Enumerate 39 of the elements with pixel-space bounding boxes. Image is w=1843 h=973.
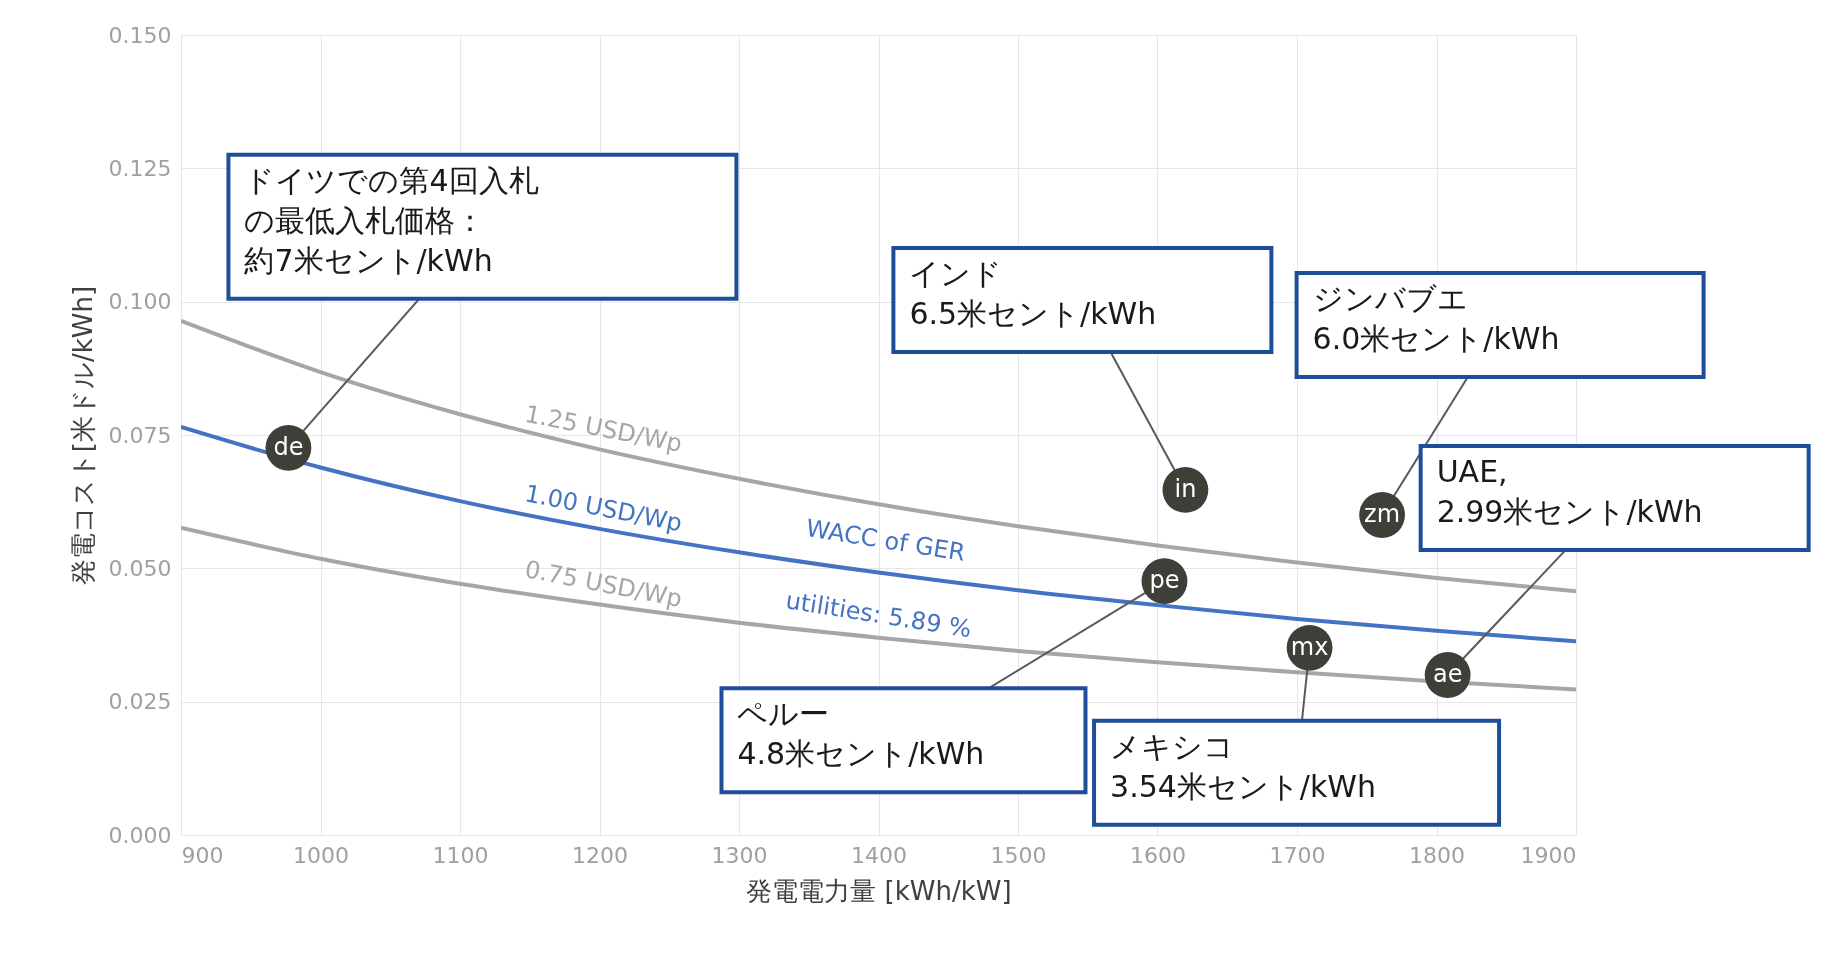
y-tick-label: 0.000 — [108, 822, 172, 848]
y-tick-label: 0.075 — [108, 422, 172, 448]
data-label: zm — [1364, 500, 1401, 528]
data-label: de — [273, 432, 304, 461]
annotation: ドイツでの第4回入札 — [244, 162, 539, 198]
annotation: の最低入札価格： — [244, 202, 486, 238]
data-label: ae — [1432, 660, 1463, 688]
x-tick-label: 1000 — [293, 842, 349, 868]
y-tick-label: 0.050 — [108, 555, 172, 581]
y-tick-label: 0.125 — [108, 155, 172, 181]
data-label: mx — [1290, 632, 1329, 661]
annotation: 約7米セント/kWh — [244, 242, 493, 278]
x-tick-label: 1700 — [1269, 842, 1326, 868]
x-tick-label: 1300 — [711, 842, 768, 868]
x-tick-label: 1600 — [1130, 842, 1186, 868]
annotation: ジンバブエ 6.0米セント/kWh — [1312, 281, 1560, 356]
annotation: WACC of GER — [804, 514, 968, 567]
x-tick-label: 900 — [181, 842, 224, 868]
data-label: in — [1174, 474, 1197, 503]
x-tick-label: 1500 — [990, 842, 1047, 868]
x-axis-title: 発電電力量 [kWh/kW] — [746, 875, 1012, 906]
annotation: インド 6.5米セント/kWh — [909, 255, 1157, 331]
y-tick-label: 0.025 — [108, 689, 172, 715]
y-tick-label: 0.150 — [108, 22, 172, 48]
text: 0.75 USD/Wp — [522, 555, 685, 613]
text: 1.25 USD/Wp — [522, 399, 685, 458]
x-tick-label: 1100 — [432, 842, 489, 868]
annotation: ペルー 4.8米セント/kWh — [737, 696, 985, 772]
annotation: utilities: 5.89 % — [783, 586, 974, 644]
y-tick-label: 0.100 — [108, 289, 172, 315]
x-tick-label: 1800 — [1409, 842, 1465, 868]
text: 1.00 USD/Wp — [522, 479, 685, 538]
annotation: UAE, 2.99米セント/kWh — [1436, 454, 1703, 529]
x-tick-label: 1200 — [572, 842, 628, 868]
annotation: メキシコ 3.54米セント/kWh — [1110, 728, 1377, 804]
y-axis-title: 発電コスト[米ドル/kWh] — [67, 285, 98, 586]
x-tick-label: 1900 — [1520, 842, 1577, 868]
data-label: pe — [1149, 566, 1180, 595]
x-tick-label: 1400 — [851, 842, 907, 868]
